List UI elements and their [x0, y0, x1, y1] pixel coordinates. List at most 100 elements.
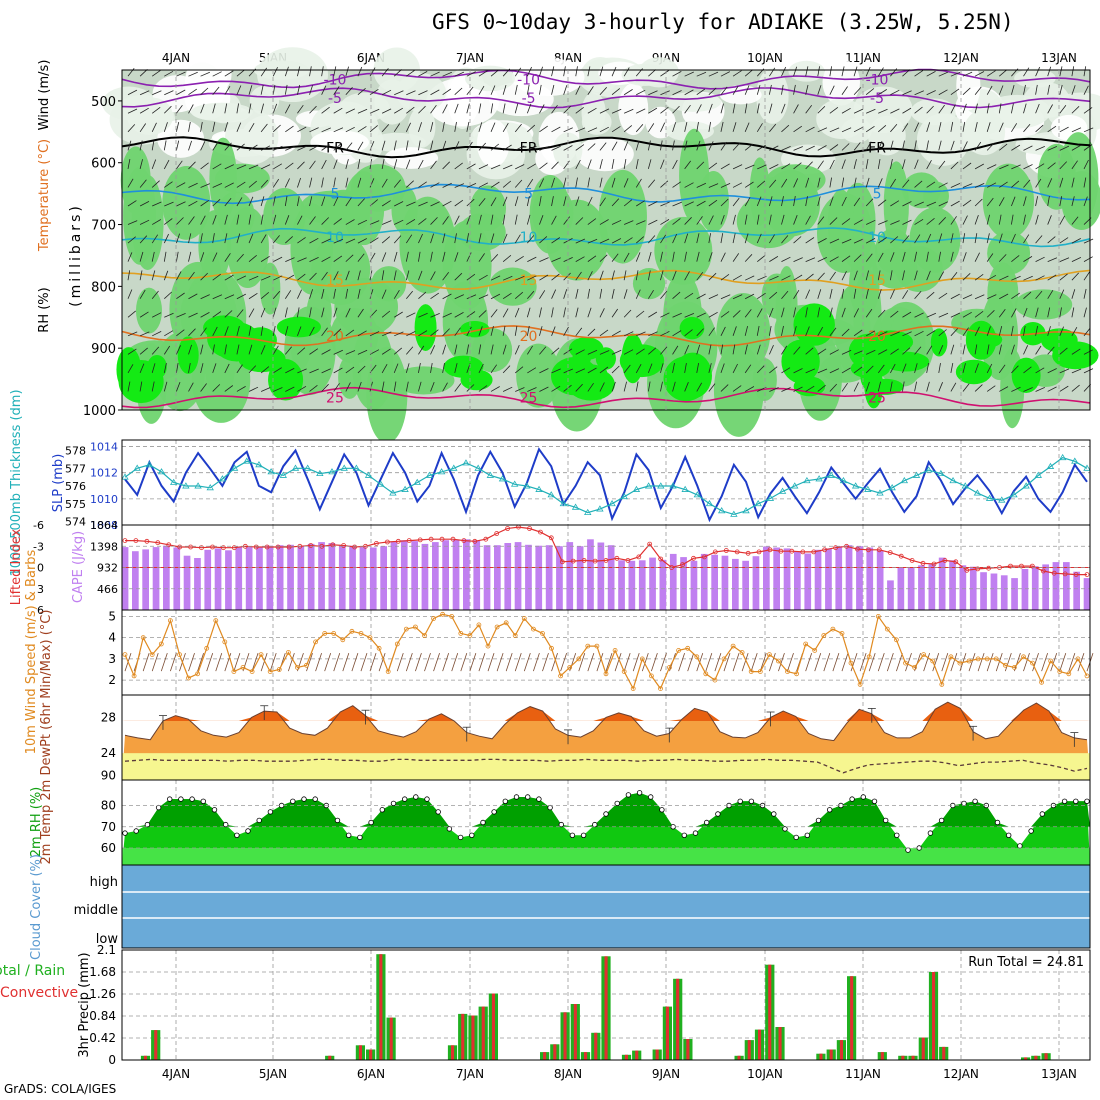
wind-barb: [454, 272, 463, 281]
lifted-index-marker: [133, 538, 139, 543]
wind-speed-marker: [884, 626, 890, 632]
wind-barb: [877, 159, 881, 169]
wind-barb: [418, 270, 423, 281]
wind-speed-marker: [431, 616, 437, 621]
wind-barb: [309, 66, 312, 77]
wind-barb: [466, 326, 472, 337]
thickness-marker: [437, 468, 446, 475]
wind-barb: [163, 159, 170, 170]
thickness-marker: [1034, 471, 1042, 478]
precip-total-legend: Total / Rain: [0, 963, 65, 979]
wind-barb: [345, 177, 349, 188]
wind-barb: [345, 288, 348, 299]
wind-barb: [1059, 307, 1062, 318]
wind-barb: [1059, 347, 1068, 355]
wind-barb: [781, 256, 791, 262]
wind-barb: [345, 197, 352, 207]
wind-barb: [224, 385, 234, 392]
thickness-marker: [669, 482, 677, 489]
wind-barb: [611, 177, 616, 188]
wind-barb: [212, 183, 223, 188]
wind-barb: [732, 164, 743, 170]
precip-convective-bar: [665, 1006, 669, 1060]
wind-barb: [623, 178, 629, 188]
wind-barb: [442, 71, 452, 77]
wind-barb: [139, 90, 150, 96]
wind-barb: [563, 85, 568, 95]
wind-barb: [200, 87, 209, 96]
wind-barb: [478, 363, 484, 374]
wind-barb: [176, 201, 186, 207]
wind-barb: [357, 108, 368, 114]
wind-barb: [466, 273, 476, 281]
wind-speed-marker: [285, 650, 291, 655]
wind-barb: [514, 366, 524, 374]
wind-barb: [139, 331, 150, 337]
wind-speed-marker: [966, 658, 972, 664]
lifted-index-marker: [406, 538, 412, 543]
wind-barb: [406, 312, 416, 318]
cape-bar: [1073, 571, 1080, 610]
wind-barb: [587, 127, 598, 133]
wind-barb: [805, 289, 811, 299]
wind-barb: [974, 141, 982, 151]
wind-barb: [273, 275, 283, 281]
wind-barb: [950, 328, 958, 337]
wind-barb: [902, 90, 912, 96]
wind-barb: [914, 270, 918, 281]
wind-barb: [926, 381, 930, 392]
wind-barb: [696, 293, 706, 300]
wind-barb: [974, 384, 983, 392]
wind-barb: [224, 233, 228, 244]
wind-barb: [1047, 289, 1054, 299]
wind-barb: [660, 140, 663, 151]
surface-wind-barb: [905, 652, 912, 672]
wind-barb: [587, 177, 590, 188]
thickness-marker: [510, 480, 519, 487]
isotherm-line: [121, 183, 1091, 205]
wind-barb: [998, 344, 1002, 355]
slp-line: [124, 447, 1088, 523]
wind-barb: [405, 381, 409, 392]
wind-barb: [672, 71, 682, 77]
wind-barb: [926, 217, 935, 225]
wind-barb: [986, 310, 995, 318]
wind-barb: [212, 233, 215, 244]
surface-wind-barb: [260, 652, 268, 672]
surface-wind-barb: [877, 652, 885, 672]
wind-barb: [744, 85, 750, 95]
wind-barb: [381, 89, 392, 96]
lifted-index-marker: [581, 558, 587, 563]
wind-barb: [297, 161, 305, 170]
wind-barb: [563, 272, 571, 281]
rh-dry-patch: [408, 106, 436, 148]
wind-barb: [394, 107, 404, 114]
surface-wind-barb: [1077, 652, 1085, 672]
wind-barb: [1071, 177, 1075, 188]
wind-speed-marker: [385, 669, 391, 674]
wind-barb: [200, 312, 210, 318]
wind-barb: [781, 163, 791, 170]
wind-barb: [260, 387, 271, 392]
wind-barb: [950, 382, 957, 392]
wind-barb: [986, 85, 993, 95]
wind-barb: [902, 107, 912, 114]
cape-bar: [483, 545, 491, 610]
wind-barb: [769, 366, 778, 374]
wind-barb: [454, 294, 464, 300]
cape-bar: [235, 546, 243, 610]
rh-marker: [614, 800, 620, 807]
wind-barb: [1083, 144, 1093, 151]
wind-barb: [575, 288, 579, 299]
wind-barb: [587, 143, 596, 151]
rh-moist-patch: [761, 273, 792, 319]
wind-barb: [272, 290, 281, 299]
cape-tick-label: 1864: [90, 519, 118, 532]
wind-barb: [732, 326, 737, 336]
wind-speed-marker: [612, 648, 618, 653]
wind-barb: [563, 196, 567, 207]
wind-barb: [490, 386, 500, 392]
wind-barb: [260, 275, 271, 281]
wind-barb: [732, 197, 740, 207]
cape-bar: [380, 546, 387, 610]
